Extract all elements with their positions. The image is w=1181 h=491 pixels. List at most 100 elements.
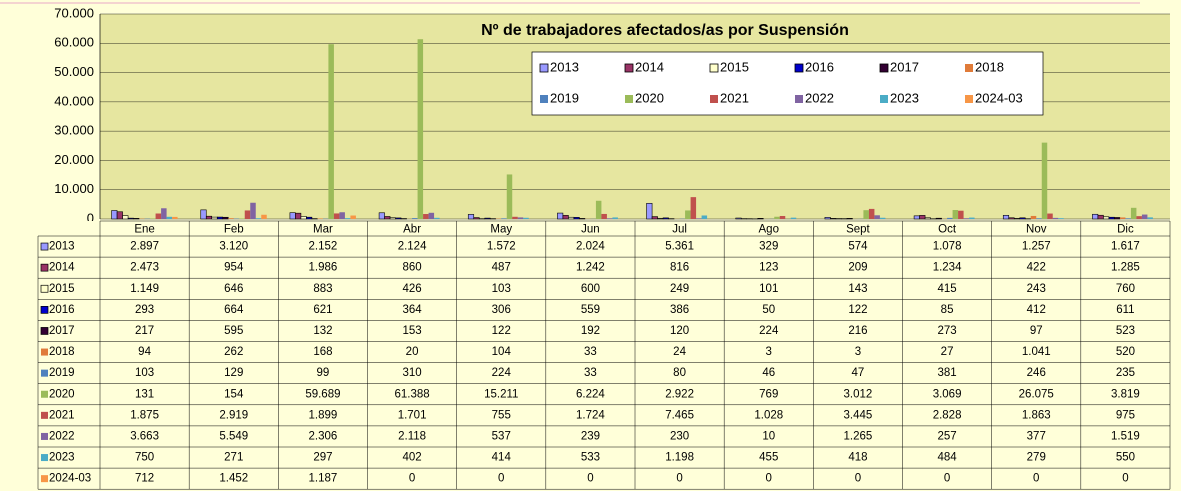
bar <box>562 215 569 220</box>
table-cell: 523 <box>1116 325 1135 337</box>
table-cell: 1.028 <box>754 409 783 421</box>
x-tick-label: Ene <box>134 224 154 236</box>
table-cell: 3 <box>766 346 772 358</box>
table-cell: 0 <box>676 473 682 485</box>
legend-key <box>540 95 548 103</box>
bar <box>601 213 607 219</box>
table-cell: 97 <box>1030 325 1043 337</box>
bar <box>161 208 167 219</box>
table-cell: 209 <box>848 262 867 274</box>
table-cell: 755 <box>492 409 511 421</box>
x-tick-label: Dic <box>1117 224 1134 236</box>
bar <box>133 218 140 220</box>
bar <box>657 217 664 220</box>
table-cell: 24 <box>673 346 686 358</box>
plot-area <box>100 14 1170 219</box>
bar <box>261 214 267 219</box>
table-cell: 550 <box>1116 452 1135 464</box>
bar <box>1052 217 1059 219</box>
bar <box>127 217 134 220</box>
bar <box>557 212 564 220</box>
table-legend-key <box>41 432 48 440</box>
table-cell: 216 <box>848 325 867 337</box>
bar <box>606 218 613 219</box>
table-cell: 122 <box>492 325 511 337</box>
table-cell: 1.187 <box>309 473 338 485</box>
table-cell: 26.075 <box>1019 388 1054 400</box>
x-tick-label: Abr <box>403 224 421 236</box>
bar <box>685 210 691 219</box>
bar <box>200 209 207 220</box>
legend-label: 2022 <box>805 90 834 105</box>
legend-key <box>624 63 634 73</box>
bar <box>1119 217 1126 219</box>
bar <box>512 216 518 219</box>
legend-label: 2019 <box>550 90 579 105</box>
bar <box>172 216 178 219</box>
table-cell: 10 <box>762 430 775 442</box>
table-cell: 230 <box>670 430 689 442</box>
table-cell: 132 <box>313 325 332 337</box>
table-cell: 3 <box>855 346 861 358</box>
bar <box>595 200 602 219</box>
bar <box>735 217 742 220</box>
legend-label: 2024-03 <box>975 90 1023 105</box>
y-tick-label: 20.000 <box>54 152 94 167</box>
table-cell: 2.919 <box>219 409 248 421</box>
bar <box>662 217 669 220</box>
table-cell: 0 <box>1033 473 1039 485</box>
bar <box>913 215 920 220</box>
y-tick-label: 10.000 <box>54 181 94 196</box>
bar <box>690 197 697 219</box>
table-bg <box>38 221 1170 490</box>
bar <box>779 215 786 219</box>
table-cell: 103 <box>492 283 511 295</box>
table-cell: 484 <box>937 452 957 464</box>
table-cell: 103 <box>135 367 154 379</box>
bar <box>250 202 256 219</box>
table-cell: 3.445 <box>844 409 873 421</box>
bar <box>306 216 313 220</box>
legend-key <box>539 63 549 73</box>
bar <box>289 212 296 220</box>
table-cell: 1.572 <box>487 241 516 253</box>
table-legend-key <box>40 263 49 272</box>
bar <box>417 39 424 219</box>
table-cell: 249 <box>670 283 689 295</box>
table-cell: 94 <box>138 346 151 358</box>
table-cell: 192 <box>581 325 600 337</box>
bar <box>1092 213 1099 220</box>
table-cell: 520 <box>1116 346 1135 358</box>
table-cell: 2.922 <box>665 388 694 400</box>
legend-key <box>879 63 889 73</box>
x-tick-label: May <box>490 224 512 236</box>
legend-key <box>880 95 888 103</box>
table-cell: 273 <box>937 325 956 337</box>
bar <box>1141 214 1148 219</box>
table-cell: 537 <box>492 430 511 442</box>
legend-label: 2017 <box>890 59 919 74</box>
bar <box>1058 218 1064 219</box>
legend-label: 2013 <box>550 59 579 74</box>
legend-label: 2021 <box>720 90 749 105</box>
bar <box>523 217 529 219</box>
table-cell: 310 <box>402 367 421 379</box>
table-cell: 235 <box>1116 367 1135 379</box>
x-tick-label: Oct <box>938 224 957 236</box>
legend-label: 2016 <box>805 59 834 74</box>
bar <box>166 216 173 219</box>
bar <box>1047 213 1053 219</box>
table-cell: 2.897 <box>130 241 159 253</box>
bar <box>573 217 580 220</box>
table-cell: 2.124 <box>398 241 427 253</box>
table-cell: 1.198 <box>665 452 694 464</box>
table-legend-key <box>40 306 49 314</box>
table-cell: 271 <box>224 452 243 464</box>
table-cell: 224 <box>492 367 512 379</box>
table-cell: 381 <box>937 367 956 379</box>
x-tick-label: Jun <box>581 224 600 236</box>
table-cell: 533 <box>581 452 600 464</box>
table-cell: 750 <box>135 452 154 464</box>
table-cell: 85 <box>941 304 954 316</box>
